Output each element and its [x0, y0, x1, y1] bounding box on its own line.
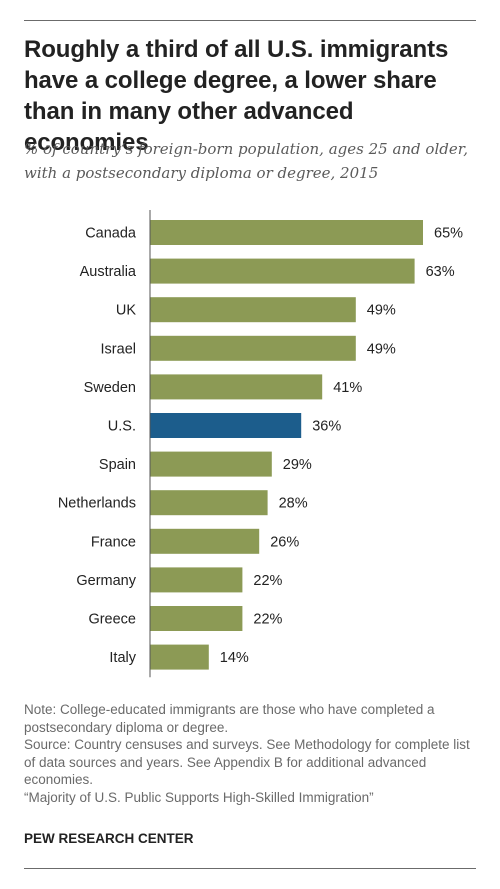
category-label-spain: Spain [99, 457, 136, 473]
value-label-sweden: 41% [333, 380, 362, 396]
chart-title: Roughly a third of all U.S. immigrants h… [24, 36, 449, 156]
report-title: “Majority of U.S. Public Supports High-S… [24, 789, 374, 805]
category-label-sweden: Sweden [84, 380, 136, 396]
bar-greece [150, 606, 243, 631]
value-label-australia: 63% [426, 264, 455, 280]
value-label-canada: 65% [434, 226, 463, 242]
chart-notes: Note: College-educated immigrants are th… [24, 701, 479, 806]
category-label-australia: Australia [80, 264, 137, 280]
bar-uk [150, 297, 356, 323]
bar-australia [150, 258, 415, 284]
bar-canada [150, 220, 423, 245]
value-label-greece: 22% [253, 612, 282, 628]
bar-chart: Canada 65% Australia 63% UK 49% Israel 49% Swede… [58, 210, 463, 678]
category-label-israel: Israel [101, 341, 136, 357]
brand-name: PEW RESEARCH CENTER [24, 831, 194, 846]
bar-netherlands [150, 490, 268, 516]
value-label-u-s: 36% [312, 419, 341, 435]
category-label-netherlands: Netherlands [58, 496, 136, 512]
bar-germany [150, 567, 243, 593]
note-text: Note: College-educated immigrants are th… [24, 702, 435, 735]
category-label-greece: Greece [88, 612, 136, 628]
bar-italy [150, 644, 209, 670]
bottom-rule [24, 868, 476, 869]
value-label-spain: 29% [283, 457, 312, 473]
bar-sweden [150, 374, 323, 400]
top-rule [24, 20, 476, 21]
category-label-germany: Germany [76, 573, 136, 589]
bar-u-s [150, 413, 302, 438]
value-label-israel: 49% [367, 341, 396, 357]
value-label-germany: 22% [253, 573, 282, 589]
value-label-netherlands: 28% [279, 496, 308, 512]
value-label-uk: 49% [367, 303, 396, 319]
bar-israel [150, 335, 356, 361]
category-label-canada: Canada [85, 226, 137, 242]
source-text: Source: Country censuses and surveys. Se… [24, 737, 470, 787]
category-label-uk: UK [116, 303, 136, 319]
bar-france [150, 528, 260, 554]
bar-spain [150, 451, 272, 477]
category-label-france: France [91, 534, 136, 550]
value-label-italy: 14% [220, 650, 249, 666]
value-label-france: 26% [270, 534, 299, 550]
category-label-u-s: U.S. [108, 419, 136, 435]
category-label-italy: Italy [109, 650, 136, 666]
chart-subtitle: % of country’s foreign-born population, … [24, 140, 469, 182]
